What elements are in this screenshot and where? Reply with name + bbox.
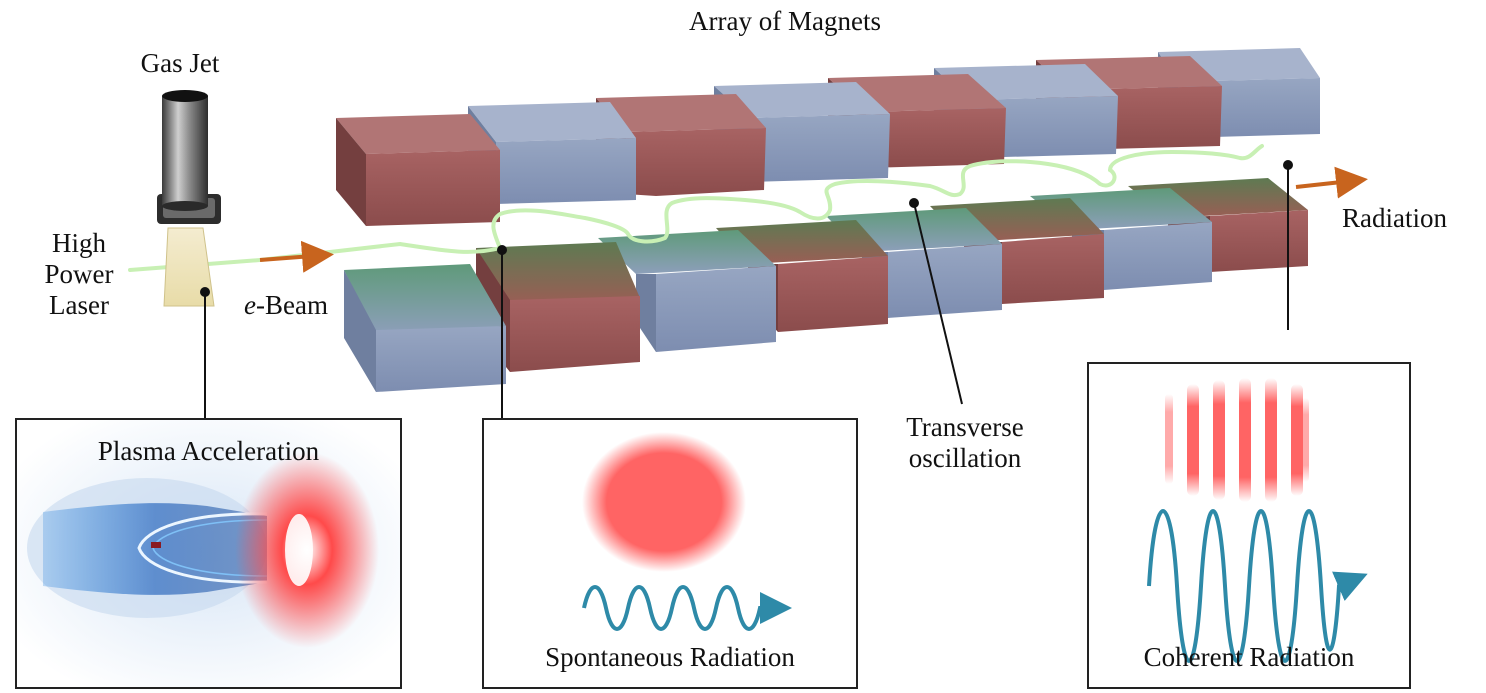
gas-jet-label: Gas Jet [140,48,220,78]
plasma-wake-graphic [17,420,400,687]
array-of-magnets-label: Array of Magnets [689,6,881,36]
lower-magnet-row [344,178,1308,392]
spontaneous-graphic [582,432,792,631]
laser-label: High Power Laser [24,228,134,321]
leader-lines [200,160,1293,420]
radiation-direction-arrow [1295,166,1368,199]
magnet-upper-2 [468,102,636,204]
spontaneous-wave [582,585,792,631]
coherent-radiation-title: Coherent Radiation [1143,642,1355,672]
laser-label-line-1: High [52,228,106,258]
coherent-wave [1147,509,1368,663]
plasma-acceleration-panel: Plasma Acceleration [15,418,402,689]
e-beam-label: e-Beam [244,290,328,321]
radiation-label: Radiation [1342,203,1447,233]
laser-direction-arrow [259,240,334,273]
coherent-radiation-panel: Coherent Radiation [1087,362,1411,689]
spontaneous-radiation-panel: Spontaneous Radiation [482,418,858,689]
spontaneous-radiation-title: Spontaneous Radiation [545,642,795,672]
magnet-upper-1 [336,114,500,226]
transverse-oscillation-label: Transverse oscillation [880,412,1050,474]
magnet-lower-1 [344,264,506,392]
laser-label-line-3: Laser [49,290,109,321]
transverse-line-2: oscillation [908,443,1022,474]
upper-magnet-row [336,48,1320,226]
e-beam-label-rest: -Beam [255,290,328,320]
laser-label-line-2: Power [44,259,114,290]
plasma-acceleration-title: Plasma Acceleration [97,436,320,466]
e-beam-label-italic: e [244,290,256,320]
gas-jet-nozzle [157,90,221,307]
electron-beam-trajectory [128,144,1264,272]
spontaneous-radiation-blob [582,432,746,572]
microbunch-stripes [1165,378,1309,502]
coherent-graphic [1147,378,1368,663]
transverse-line-1: Transverse [906,412,1024,442]
